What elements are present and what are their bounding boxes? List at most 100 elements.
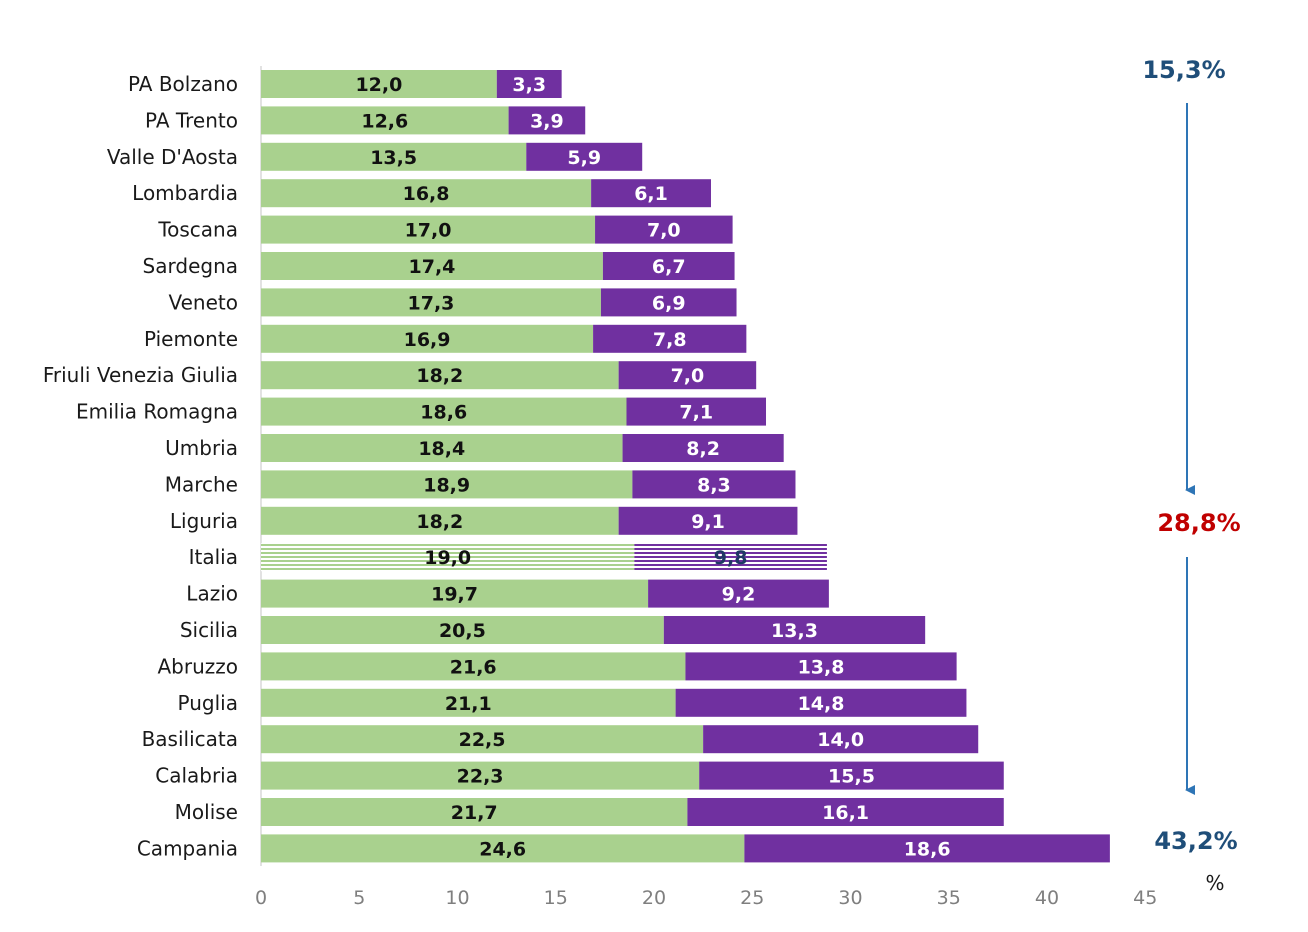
data-label-19-series-1: 22,5 <box>459 729 506 751</box>
category-label-16: Sicilia <box>180 618 238 642</box>
data-label-4-series-1: 16,8 <box>403 183 450 205</box>
data-label-14-series-2: 9,8 <box>714 547 748 569</box>
x-tick-10: 10 <box>445 887 469 909</box>
data-label-16-series-1: 20,5 <box>439 620 486 642</box>
data-label-15-series-1: 19,7 <box>431 584 478 606</box>
data-label-5-series-1: 17,0 <box>405 220 452 242</box>
data-label-11-series-1: 18,4 <box>418 438 465 460</box>
bar-segment-21-series-2 <box>687 798 1004 826</box>
category-label-5: Toscana <box>157 218 238 242</box>
data-label-3-series-1: 13,5 <box>370 147 417 169</box>
bar-segment-12-series-1 <box>261 470 633 499</box>
bar-segment-8-series-1 <box>261 324 594 353</box>
bar-segment-10-series-2 <box>626 397 767 426</box>
bar-segment-7-series-1 <box>261 288 601 317</box>
bar-segment-16-series-2 <box>663 616 926 644</box>
data-label-12-series-1: 18,9 <box>423 474 470 496</box>
data-label-6-series-2: 6,7 <box>652 256 686 278</box>
x-tick-20: 20 <box>642 887 666 909</box>
x-axis-unit-label: % <box>1205 871 1224 895</box>
category-label-15: Lazio <box>186 582 238 606</box>
bars-group: 12,0 3,3 12,6 3,9 13,5 5,9 16,8 6,1 17,0 7,0 17,4 6… <box>261 70 1110 863</box>
bar-segment-14-series-1 <box>261 543 635 572</box>
bar-segment-6-series-1 <box>261 252 603 280</box>
data-label-2-series-1: 12,6 <box>361 110 408 132</box>
bar-segment-1-series-1 <box>261 70 497 98</box>
data-label-22-series-2: 18,6 <box>904 838 951 860</box>
category-label-7: Veneto <box>169 290 239 314</box>
bar-segment-11-series-1 <box>261 434 623 462</box>
category-label-12: Marche <box>165 472 238 496</box>
bar-segment-3-series-2 <box>526 142 643 171</box>
x-tick-35: 35 <box>937 887 961 909</box>
data-label-21-series-1: 21,7 <box>451 802 498 824</box>
x-tick-45: 45 <box>1133 887 1157 909</box>
data-label-19-series-2: 14,0 <box>817 729 864 751</box>
data-label-10-series-2: 7,1 <box>679 402 713 424</box>
data-label-17-series-1: 21,6 <box>450 656 497 678</box>
annotation-bottom: 43,2% <box>1154 827 1237 855</box>
bar-segment-10-series-1 <box>261 397 627 426</box>
data-label-20-series-2: 15,5 <box>828 766 875 788</box>
category-label-20: Calabria <box>155 764 238 788</box>
data-label-17-series-2: 13,8 <box>798 656 845 678</box>
category-labels: PA Bolzano PA Trento Valle D'Aosta Lombardi… <box>43 72 238 860</box>
x-tick-30: 30 <box>838 887 862 909</box>
data-label-3-series-2: 5,9 <box>567 147 601 169</box>
bar-segment-4-series-1 <box>261 179 592 208</box>
bar-segment-13-series-1 <box>261 506 619 535</box>
bar-segment-19-series-1 <box>261 725 704 754</box>
bar-segment-2-series-1 <box>261 106 509 135</box>
bar-segment-6-series-2 <box>602 252 735 280</box>
bar-segment-1-series-2 <box>496 70 562 98</box>
bar-segment-5-series-2 <box>595 215 733 244</box>
x-tick-15: 15 <box>544 887 568 909</box>
category-label-1: PA Bolzano <box>128 72 238 96</box>
category-label-3: Valle D'Aosta <box>107 145 238 169</box>
bar-segment-5-series-1 <box>261 215 596 244</box>
data-label-12-series-2: 8,3 <box>697 474 731 496</box>
category-label-9: Friuli Venezia Giulia <box>43 363 238 387</box>
bar-segment-22-series-1 <box>261 834 745 863</box>
data-label-1-series-2: 3,3 <box>512 74 546 96</box>
bar-segment-3-series-1 <box>261 142 527 171</box>
bar-segment-9-series-2 <box>618 361 757 390</box>
bar-segment-13-series-2 <box>618 506 798 535</box>
bar-segment-12-series-2 <box>632 470 796 499</box>
bar-segment-8-series-2 <box>593 324 747 353</box>
bar-segment-16-series-1 <box>261 616 664 644</box>
x-tick-5: 5 <box>353 887 365 909</box>
data-label-1-series-1: 12,0 <box>355 74 402 96</box>
category-label-10: Emilia Romagna <box>76 400 238 424</box>
data-label-13-series-2: 9,1 <box>691 511 725 533</box>
bar-segment-21-series-1 <box>261 798 688 826</box>
data-label-8-series-1: 16,9 <box>404 329 451 351</box>
data-label-8-series-2: 7,8 <box>653 329 687 351</box>
bar-segment-22-series-2 <box>744 834 1110 863</box>
category-label-21: Molise <box>175 800 238 824</box>
data-label-13-series-1: 18,2 <box>416 511 463 533</box>
category-label-19: Basilicata <box>142 727 238 751</box>
data-label-7-series-2: 6,9 <box>652 292 686 314</box>
category-label-13: Liguria <box>170 509 238 533</box>
data-label-18-series-1: 21,1 <box>445 693 492 715</box>
data-label-5-series-2: 7,0 <box>647 220 681 242</box>
bar-segment-2-series-2 <box>508 106 586 135</box>
bar-segment-19-series-2 <box>703 725 979 754</box>
bar-segment-15-series-1 <box>261 579 649 608</box>
category-label-4: Lombardia <box>132 181 238 205</box>
bar-segment-4-series-2 <box>591 179 711 208</box>
category-label-6: Sardegna <box>143 254 238 278</box>
category-label-22: Campania <box>137 836 238 860</box>
x-tick-0: 0 <box>255 887 267 909</box>
data-label-15-series-2: 9,2 <box>722 584 756 606</box>
data-label-7-series-1: 17,3 <box>408 292 455 314</box>
data-label-18-series-2: 14,8 <box>798 693 845 715</box>
category-label-8: Piemonte <box>144 327 238 351</box>
bar-segment-18-series-2 <box>675 688 967 717</box>
bar-segment-20-series-1 <box>261 761 700 790</box>
data-label-2-series-2: 3,9 <box>530 110 564 132</box>
data-label-14-series-1: 19,0 <box>424 547 471 569</box>
category-label-18: Puglia <box>178 691 238 715</box>
